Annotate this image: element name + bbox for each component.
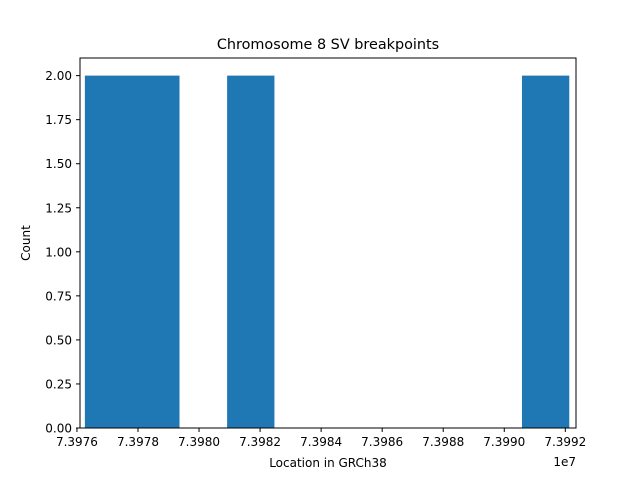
histogram-bar-2	[521, 75, 570, 428]
y-tick-label: 0.75	[45, 289, 72, 303]
x-tick-label: 7.3992	[544, 435, 586, 449]
y-tick-label: 1.75	[45, 113, 72, 127]
x-axis-label: Location in GRCh38	[269, 456, 387, 470]
x-tick-label: 7.3978	[117, 435, 159, 449]
x-tick-label: 7.3984	[300, 435, 342, 449]
y-tick-label: 1.00	[45, 245, 72, 259]
x-axis-offset-label: 1e7	[553, 455, 576, 469]
y-axis-label: Count	[19, 225, 33, 261]
x-tick-label: 7.3976	[56, 435, 98, 449]
y-axis-ticks: 0.00 0.25 0.50 0.75 1.00 1.25 1.50 1.75 2.00	[45, 69, 80, 436]
plot-frame	[79, 57, 577, 429]
x-tick-label: 7.3986	[361, 435, 403, 449]
x-tick-label: 7.3988	[422, 435, 464, 449]
y-tick-label: 0.00	[45, 422, 72, 436]
x-tick-label: 7.3990	[483, 435, 525, 449]
x-tick-label: 7.3982	[239, 435, 281, 449]
y-tick-label: 0.25	[45, 377, 72, 391]
histogram-bar-1	[227, 75, 275, 428]
y-tick-label: 1.25	[45, 201, 72, 215]
histogram-bars	[84, 75, 570, 428]
y-tick-label: 1.50	[45, 157, 72, 171]
y-tick-label: 0.50	[45, 333, 72, 347]
histogram-bar-0	[84, 75, 180, 428]
chart-title: Chromosome 8 SV breakpoints	[217, 37, 439, 53]
x-tick-label: 7.3980	[178, 435, 220, 449]
x-axis-ticks: 7.3976 7.3978 7.3980 7.3982 7.3984 7.3986 7.39…	[56, 428, 586, 449]
y-tick-label: 2.00	[45, 69, 72, 83]
